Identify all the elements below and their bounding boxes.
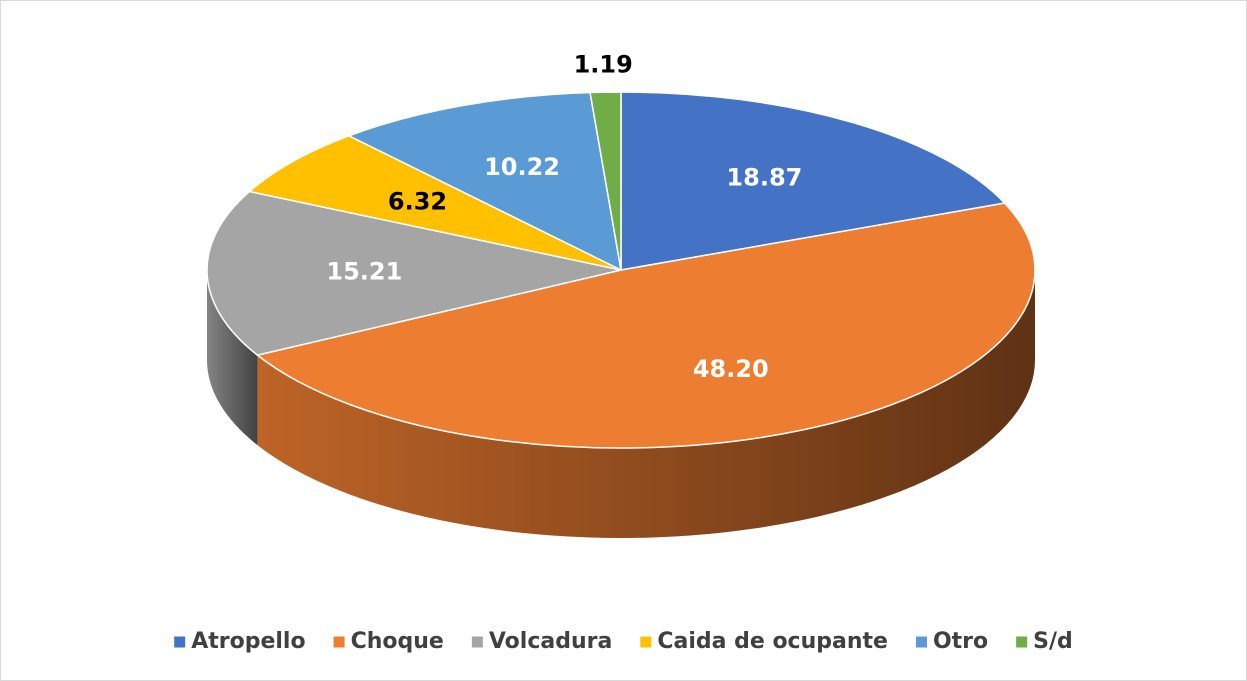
legend-label: Atropello xyxy=(191,629,305,654)
data-label: 10.22 xyxy=(484,153,560,181)
legend-swatch xyxy=(1016,636,1028,648)
legend-label: Caida de ocupante xyxy=(657,629,888,654)
slice xyxy=(347,91,622,272)
legend-swatch xyxy=(333,636,345,648)
data-label: 48.20 xyxy=(693,355,769,383)
legend-swatch xyxy=(174,636,186,648)
slice xyxy=(620,91,1007,271)
data-label: 6.32 xyxy=(388,188,447,216)
slice xyxy=(247,134,622,271)
data-label: 18.87 xyxy=(726,163,802,191)
slice xyxy=(589,91,622,271)
legend-swatch xyxy=(915,636,927,648)
data-label: 15.21 xyxy=(326,257,402,285)
slice-side xyxy=(257,270,1036,538)
slice xyxy=(206,190,622,356)
legend-swatch xyxy=(471,636,483,648)
legend-label: Choque xyxy=(351,629,444,654)
legend-label: S/d xyxy=(1033,629,1073,654)
data-label: 1.19 xyxy=(574,50,633,78)
legend-swatch xyxy=(640,636,652,648)
legend-label: Otro xyxy=(933,629,988,654)
slice xyxy=(255,202,1036,449)
legend-label: Volcadura xyxy=(489,629,612,654)
